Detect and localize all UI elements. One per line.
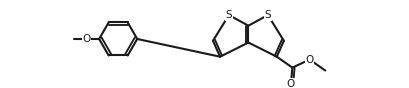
Text: O: O [305, 55, 313, 65]
Text: O: O [286, 79, 294, 88]
Text: S: S [264, 10, 271, 20]
Text: S: S [225, 10, 231, 20]
Text: O: O [82, 34, 91, 44]
